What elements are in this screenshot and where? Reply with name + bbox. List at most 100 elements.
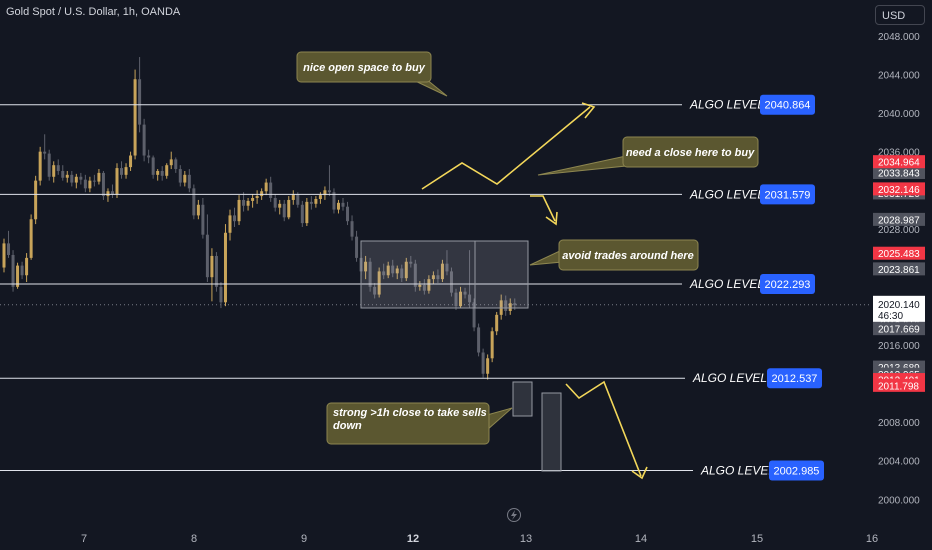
note-box[interactable] [558, 239, 699, 271]
candle-body [495, 314, 499, 332]
candle-body [174, 159, 178, 170]
candle-body [318, 195, 322, 199]
candle-body [368, 261, 372, 287]
grey-price-tag-bg [873, 212, 925, 226]
currency-button[interactable]: USD [875, 5, 925, 25]
candle-body [65, 174, 69, 178]
candle-body [282, 203, 286, 218]
symbol-title: Gold Spot / U.S. Dollar, 1h, OANDA [6, 6, 181, 18]
time-axis[interactable]: 7 8 9 12 13 14 15 16 [81, 533, 878, 545]
price-tick-label: 2036.000 [878, 148, 920, 159]
candle-body [196, 204, 200, 216]
candle-body [477, 327, 481, 353]
candle-body [47, 153, 51, 177]
note-box[interactable] [622, 136, 759, 168]
drawings: nice open space to buy need a close here… [296, 51, 759, 480]
candle-body [147, 155, 151, 158]
candle-body [436, 275, 440, 280]
level-label: ALGO LEVEL [689, 187, 764, 201]
time-tick-label: 12 [407, 533, 419, 545]
candle-body [445, 263, 449, 272]
candle-body [323, 190, 327, 196]
note-pointer [486, 407, 513, 432]
candle-body [129, 155, 133, 168]
grey-price-tag-bg [873, 165, 925, 179]
annotation-close-to-buy: need a close here to buy [626, 147, 755, 159]
candle-body [350, 221, 354, 237]
candle-body [242, 199, 246, 206]
candle-body [178, 169, 182, 183]
annotation-wrapper: strong >1h close to take sells down [333, 407, 487, 432]
candle-body [20, 265, 24, 276]
candle-body [34, 180, 38, 220]
candle-body [364, 261, 368, 272]
candle-body [183, 174, 187, 183]
candle-body [395, 268, 399, 274]
candle-body [142, 124, 146, 156]
candle-body [156, 170, 160, 175]
candle-body [124, 167, 128, 175]
lightning-icon[interactable] [507, 508, 521, 522]
price-tick-label: 2016.000 [878, 341, 920, 352]
candle-body [160, 170, 164, 176]
candle-body [151, 157, 155, 175]
candle-body [101, 172, 105, 197]
candle-body [332, 192, 336, 210]
candle-body [346, 206, 350, 222]
bullish-path-arrow[interactable] [421, 106, 591, 190]
grey-price-tag-bg [873, 322, 925, 336]
level-label: ALGO LEVEL [689, 98, 764, 112]
candle-body [377, 271, 381, 295]
drop-arrow[interactable] [530, 195, 556, 222]
level-label: ALGO LEVEL [692, 371, 767, 385]
candle-body [287, 199, 291, 218]
note-box[interactable] [296, 51, 432, 83]
candle-body [192, 188, 196, 216]
price-axis[interactable]: 2000.0002004.0002008.0002012.0002016.000… [872, 0, 932, 520]
candle-body [138, 79, 142, 125]
candle-body [472, 302, 476, 328]
candle-body [305, 201, 309, 224]
candle-body [481, 352, 485, 374]
candle-body [61, 170, 65, 178]
candle-body [278, 203, 282, 208]
candle-body [83, 179, 87, 189]
grey-price-tag: 2023.861 [878, 265, 920, 276]
candle-body [427, 279, 431, 291]
level-label: ALGO LEVEL [700, 463, 775, 477]
candle-body [110, 191, 114, 195]
close-box-tall[interactable] [541, 392, 562, 472]
close-box-small[interactable] [512, 381, 533, 417]
price-tick-label: 2008.000 [878, 418, 920, 429]
level-value: 2012.537 [772, 373, 818, 385]
candle-body [413, 263, 417, 287]
bearish-path-arrow[interactable] [565, 380, 642, 477]
candle-body [70, 174, 74, 183]
note-box[interactable] [326, 402, 490, 445]
candle-body [246, 200, 250, 206]
candle-body [7, 243, 11, 255]
red-price-tag: 2032.146 [878, 185, 920, 196]
price-tick-label: 2040.000 [878, 109, 920, 120]
note-pointer [529, 249, 563, 266]
countdown-label: 46:30 [878, 311, 903, 322]
candle-body [106, 191, 110, 197]
candle-body [255, 196, 259, 199]
arrowhead [581, 102, 596, 119]
candle-body [431, 275, 435, 280]
candle-body [486, 358, 490, 374]
candle-body [300, 204, 304, 224]
level-badge [767, 368, 822, 389]
candle-body [43, 151, 47, 154]
time-tick-label: 14 [635, 533, 647, 545]
grey-price-tag: 2033.843 [878, 168, 920, 179]
time-tick-label: 16 [866, 533, 878, 545]
candle-body [382, 271, 386, 276]
avoid-zone-box[interactable] [360, 240, 529, 309]
level-badge [760, 274, 815, 295]
candle-body [201, 204, 205, 235]
candle-body [251, 198, 255, 201]
candle-body [468, 294, 472, 303]
